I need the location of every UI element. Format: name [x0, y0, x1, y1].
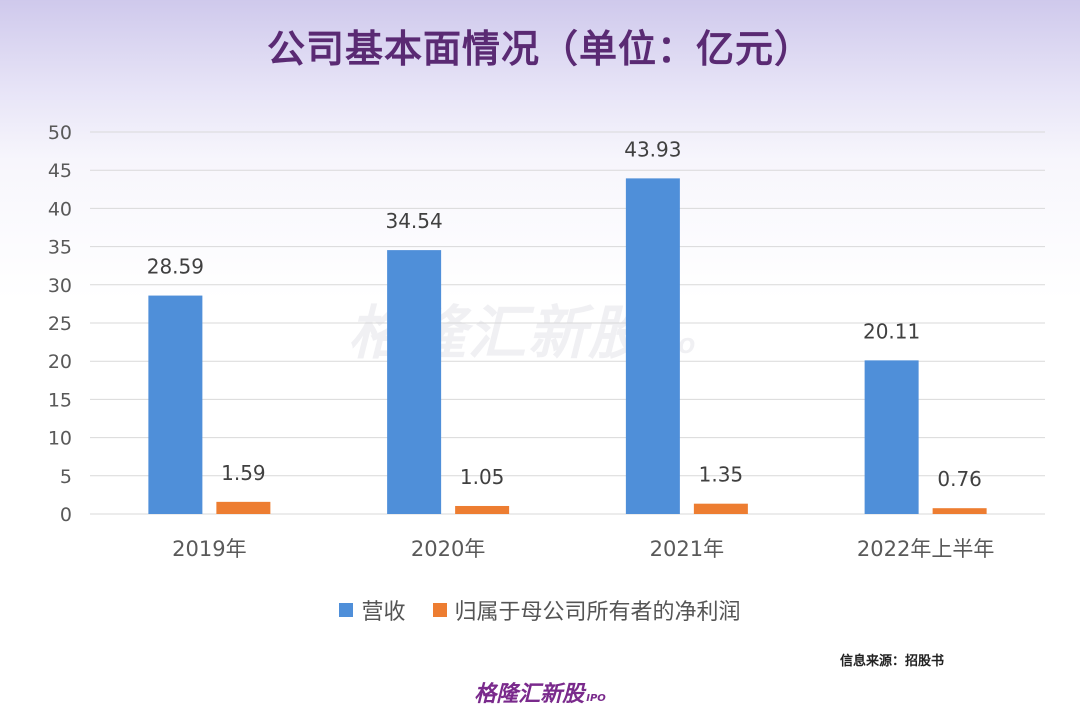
y-tick-label: 30: [48, 275, 72, 297]
bar-net-profit: [693, 503, 748, 514]
chart-legend: 营收 归属于母公司所有者的净利润: [0, 594, 1080, 626]
legend-item-net-profit: 归属于母公司所有者的净利润: [432, 594, 741, 626]
bar-chart: 0 5 10 15 20 25 30 35 40 45 50 28.59 1.59 2019年 34.54 1…: [48, 122, 1045, 561]
legend-swatch-revenue: [339, 603, 354, 617]
y-tick-label: 35: [48, 237, 72, 259]
data-label-revenue: 43.93: [624, 137, 681, 161]
x-tick-label: 2022年上半年: [857, 537, 994, 561]
bar-revenue: [864, 360, 919, 514]
x-tick-label: 2020年: [411, 537, 485, 561]
legend-label-revenue: 营收: [361, 600, 406, 625]
y-tick-label: 50: [48, 122, 72, 144]
bar-net-profit: [932, 508, 987, 514]
brand-name: 格隆汇新股: [474, 682, 585, 707]
bar-revenue: [148, 295, 203, 514]
data-label-net-profit: 1.05: [460, 465, 505, 489]
data-label-net-profit: 1.35: [699, 463, 744, 487]
bar-net-profit: [455, 505, 510, 514]
y-tick-label: 10: [48, 428, 72, 450]
y-tick-label: 25: [48, 313, 72, 335]
legend-label-net-profit: 归属于母公司所有者的净利润: [454, 600, 741, 625]
chart-title: 公司基本面情况（单位：亿元）: [266, 27, 813, 71]
bar-net-profit: [216, 501, 271, 514]
y-tick-label: 40: [48, 198, 72, 220]
brand-suffix: IPO: [586, 693, 606, 704]
source-note: 信息来源：招股书: [839, 654, 944, 669]
legend-swatch-net-profit: [432, 603, 447, 617]
data-label-revenue: 20.11: [863, 319, 920, 343]
y-tick-label: 20: [48, 351, 72, 373]
x-tick-label: 2019年: [172, 537, 246, 561]
data-label-net-profit: 0.76: [937, 467, 982, 491]
bar-revenue: [625, 178, 680, 514]
data-label-revenue: 28.59: [147, 255, 204, 279]
x-tick-label: 2021年: [650, 537, 724, 561]
data-label-revenue: 34.54: [385, 209, 442, 233]
y-tick-label: 45: [48, 160, 72, 182]
brand-logo: 格隆汇新股 IPO: [0, 676, 1080, 708]
y-tick-label: 15: [48, 389, 72, 411]
y-tick-label: 5: [60, 466, 72, 488]
data-label-net-profit: 1.59: [221, 461, 266, 485]
y-tick-label: 0: [60, 504, 72, 526]
legend-item-revenue: 营收: [339, 594, 406, 626]
bar-revenue: [387, 250, 442, 515]
